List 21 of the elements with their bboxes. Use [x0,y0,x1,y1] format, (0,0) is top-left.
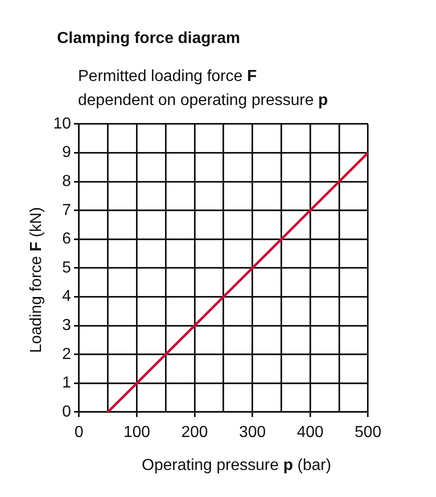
y-tick-label: 4 [62,288,72,306]
x-tick-label: 100 [123,424,150,442]
x-tick-label: 0 [74,424,84,442]
y-tick-label: 8 [62,173,72,190]
y-tick-label: 7 [62,202,72,219]
y-tick-label: 3 [62,317,72,334]
y-tick-label: 2 [62,346,72,363]
y-tick-label: 6 [62,230,72,248]
y-tick-label: 9 [62,144,72,162]
x-tick-label: 300 [239,424,266,442]
x-tick-label: 400 [296,424,324,442]
x-axis-title: Operating pressure p (bar) [142,457,332,474]
y-tick-label: 0 [62,403,72,420]
chart-subtitle: Permitted loading force F dependent on operating pressure p [78,68,328,109]
y-tick-label: 1 [62,374,72,392]
chart-title: Clamping force diagram [57,30,240,47]
y-tick-label: 5 [62,259,72,276]
y-tick-label: 10 [53,115,72,132]
y-axis-title: Loading force F (kN) [28,207,45,353]
x-tick-label: 500 [354,424,382,442]
x-tick-label: 200 [181,424,208,442]
